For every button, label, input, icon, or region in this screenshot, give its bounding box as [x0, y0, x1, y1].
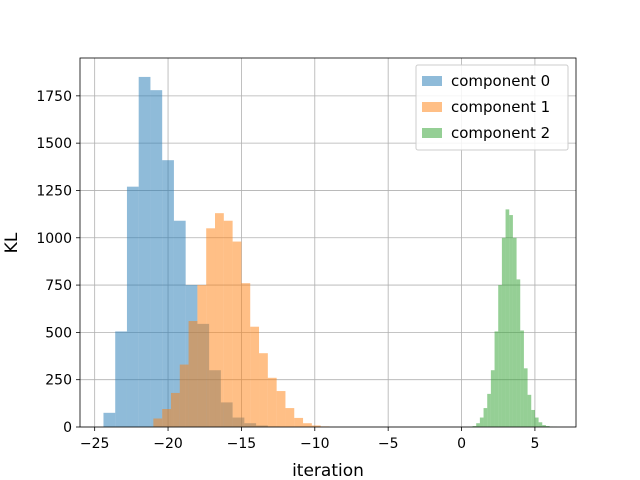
- bar: [479, 417, 484, 427]
- bar: [170, 392, 180, 427]
- x-tick-label: −10: [300, 436, 330, 452]
- bar: [138, 76, 151, 427]
- axes-frame: [79, 57, 577, 428]
- bar: [311, 425, 321, 427]
- series-2: [472, 209, 557, 427]
- bar: [241, 283, 251, 427]
- bar: [126, 186, 139, 427]
- bar: [494, 331, 499, 427]
- bar: [150, 90, 163, 428]
- bar: [303, 423, 312, 427]
- series-1: [153, 213, 330, 427]
- x-tick-label: −15: [227, 436, 257, 452]
- x-axis-label: iteration: [292, 461, 364, 480]
- y-tick-label: 250: [45, 373, 72, 389]
- bars: [103, 76, 557, 428]
- y-axis-ticks: 0 250 500 750 1000 1250 1500 1750: [36, 89, 80, 436]
- bar: [276, 391, 286, 427]
- bar: [527, 394, 532, 427]
- bar: [162, 409, 171, 427]
- bar: [523, 368, 528, 427]
- bar: [472, 426, 477, 427]
- bar: [476, 423, 480, 427]
- bar: [509, 215, 513, 427]
- legend-swatch: [422, 128, 442, 138]
- y-tick-label: 1000: [36, 231, 72, 247]
- y-axis-label: KL: [2, 232, 22, 253]
- bar: [516, 279, 521, 427]
- y-tick-label: 1750: [36, 89, 72, 105]
- bar: [545, 426, 550, 427]
- legend-label: component 0: [451, 72, 550, 90]
- bar: [505, 209, 510, 427]
- legend-item: component 2: [422, 124, 550, 142]
- bar: [197, 285, 207, 427]
- y-tick-label: 500: [45, 325, 72, 341]
- legend-item: component 1: [422, 98, 550, 116]
- y-tick-label: 750: [45, 278, 72, 294]
- bar: [490, 370, 495, 427]
- x-tick-label: −25: [80, 436, 110, 452]
- bar: [531, 409, 535, 427]
- bar: [267, 377, 277, 427]
- y-tick-label: 1500: [36, 136, 72, 152]
- bar: [153, 418, 163, 427]
- bar: [173, 220, 186, 427]
- legend-item: component 0: [422, 72, 550, 90]
- bar: [115, 331, 127, 427]
- bar: [498, 285, 502, 427]
- bar: [512, 237, 517, 427]
- bar: [206, 228, 216, 427]
- bar: [188, 321, 198, 427]
- x-axis-ticks: −25 −20 −15 −10 −5 0 5: [80, 427, 539, 452]
- bar: [232, 241, 242, 427]
- x-tick-label: 5: [530, 436, 539, 452]
- bar: [250, 326, 260, 427]
- bar: [223, 220, 233, 427]
- legend-label: component 1: [451, 98, 550, 116]
- bar: [534, 417, 539, 427]
- bar: [215, 213, 224, 427]
- legend: component 0 component 1 component 2: [415, 64, 569, 151]
- bar: [162, 160, 174, 427]
- x-tick-label: −5: [378, 436, 399, 452]
- bar: [285, 408, 295, 427]
- bar: [538, 422, 543, 427]
- plot-frame: [79, 57, 577, 428]
- bar: [179, 364, 189, 427]
- bar: [483, 408, 488, 427]
- x-tick-label: −20: [153, 436, 183, 452]
- bar: [501, 237, 506, 427]
- legend-label: component 2: [451, 124, 550, 142]
- y-tick-label: 0: [63, 420, 72, 436]
- x-tick-label: 0: [457, 436, 466, 452]
- bar: [520, 330, 524, 427]
- bar: [487, 393, 491, 427]
- bar: [294, 417, 304, 427]
- bar: [103, 412, 116, 427]
- legend-box: [415, 64, 569, 151]
- bar: [542, 425, 546, 427]
- legend-swatch: [422, 76, 442, 86]
- y-tick-label: 1250: [36, 183, 72, 199]
- bar: [259, 353, 268, 427]
- legend-swatch: [422, 102, 442, 112]
